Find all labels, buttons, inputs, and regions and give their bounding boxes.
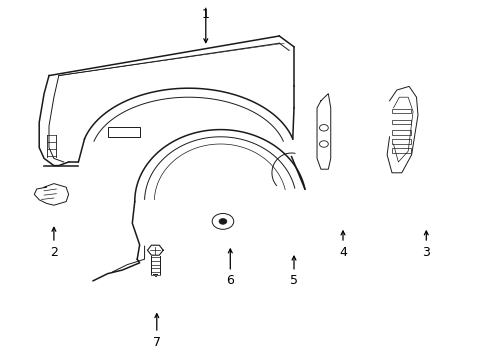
Text: 3: 3 (422, 246, 430, 258)
Polygon shape (147, 245, 163, 255)
Text: 4: 4 (339, 246, 347, 258)
Circle shape (219, 219, 227, 224)
Text: 2: 2 (50, 246, 58, 258)
Text: 7: 7 (153, 336, 161, 348)
Text: 6: 6 (226, 274, 234, 287)
Text: 5: 5 (290, 274, 298, 287)
Text: 1: 1 (202, 8, 210, 21)
